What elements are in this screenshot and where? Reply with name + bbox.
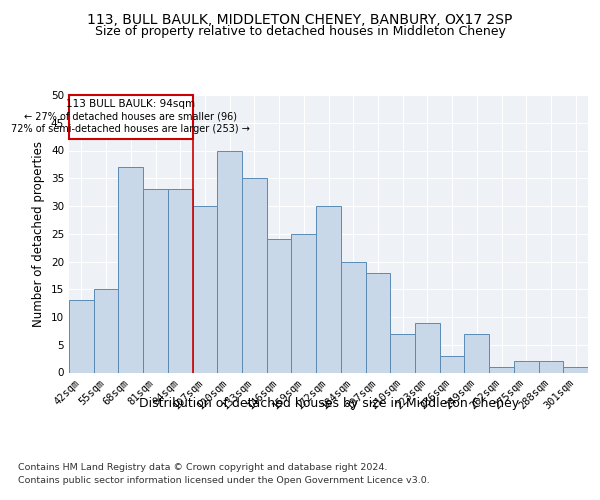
Text: Distribution of detached houses by size in Middleton Cheney: Distribution of detached houses by size … — [139, 398, 519, 410]
Bar — [341, 262, 365, 372]
Bar — [143, 190, 168, 372]
Text: 113, BULL BAULK, MIDDLETON CHENEY, BANBURY, OX17 2SP: 113, BULL BAULK, MIDDLETON CHENEY, BANBU… — [88, 12, 512, 26]
Bar — [69, 95, 193, 140]
Bar — [316, 206, 341, 372]
Bar — [193, 206, 217, 372]
Bar — [242, 178, 267, 372]
Bar — [390, 334, 415, 372]
Text: 72% of semi-detached houses are larger (253) →: 72% of semi-detached houses are larger (… — [11, 124, 250, 134]
Text: 113 BULL BAULK: 94sqm: 113 BULL BAULK: 94sqm — [66, 100, 196, 110]
Bar — [514, 362, 539, 372]
Bar — [118, 167, 143, 372]
Bar — [464, 334, 489, 372]
Bar — [415, 322, 440, 372]
Bar — [267, 240, 292, 372]
Text: Contains public sector information licensed under the Open Government Licence v3: Contains public sector information licen… — [18, 476, 430, 485]
Bar — [440, 356, 464, 372]
Bar — [365, 272, 390, 372]
Bar — [217, 150, 242, 372]
Bar — [292, 234, 316, 372]
Bar — [94, 289, 118, 372]
Text: Contains HM Land Registry data © Crown copyright and database right 2024.: Contains HM Land Registry data © Crown c… — [18, 462, 388, 471]
Bar — [539, 362, 563, 372]
Bar — [69, 300, 94, 372]
Bar — [168, 190, 193, 372]
Bar — [489, 367, 514, 372]
Y-axis label: Number of detached properties: Number of detached properties — [32, 141, 46, 327]
Text: ← 27% of detached houses are smaller (96): ← 27% of detached houses are smaller (96… — [24, 112, 237, 122]
Text: Size of property relative to detached houses in Middleton Cheney: Size of property relative to detached ho… — [95, 25, 505, 38]
Bar — [563, 367, 588, 372]
